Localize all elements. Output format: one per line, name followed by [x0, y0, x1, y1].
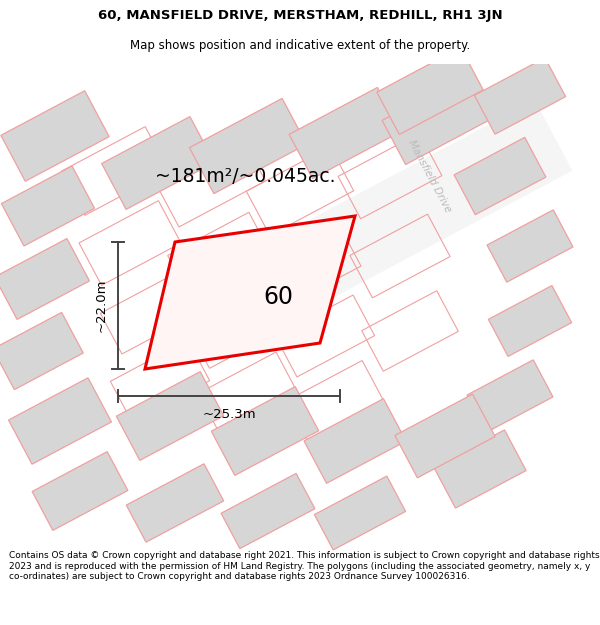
Polygon shape — [101, 117, 214, 209]
Text: ~25.3m: ~25.3m — [202, 408, 256, 421]
Text: Mansfield Drive: Mansfield Drive — [407, 138, 454, 214]
Polygon shape — [1, 166, 95, 246]
Polygon shape — [8, 378, 112, 464]
Text: ~22.0m: ~22.0m — [95, 279, 108, 332]
Polygon shape — [145, 216, 355, 369]
Polygon shape — [32, 452, 128, 531]
Text: ~181m²/~0.045ac.: ~181m²/~0.045ac. — [155, 166, 335, 186]
Text: Contains OS data © Crown copyright and database right 2021. This information is : Contains OS data © Crown copyright and d… — [9, 551, 599, 581]
Text: 60, MANSFIELD DRIVE, MERSTHAM, REDHILL, RH1 3JN: 60, MANSFIELD DRIVE, MERSTHAM, REDHILL, … — [98, 9, 502, 22]
Polygon shape — [454, 138, 546, 214]
Polygon shape — [190, 98, 307, 194]
Text: Map shows position and indicative extent of the property.: Map shows position and indicative extent… — [130, 39, 470, 52]
Polygon shape — [487, 210, 573, 282]
Polygon shape — [289, 88, 401, 179]
Polygon shape — [395, 394, 495, 478]
Polygon shape — [211, 387, 319, 476]
Polygon shape — [0, 239, 89, 319]
Polygon shape — [488, 286, 572, 356]
Polygon shape — [314, 476, 406, 550]
Polygon shape — [0, 312, 83, 389]
Polygon shape — [304, 399, 406, 483]
Polygon shape — [116, 372, 224, 461]
Polygon shape — [1, 91, 109, 181]
Polygon shape — [377, 48, 483, 134]
Polygon shape — [434, 430, 526, 508]
Polygon shape — [382, 74, 494, 164]
Polygon shape — [221, 473, 315, 549]
Polygon shape — [467, 360, 553, 432]
Polygon shape — [287, 100, 572, 302]
Polygon shape — [475, 58, 566, 134]
Text: 60: 60 — [264, 286, 294, 309]
Polygon shape — [126, 464, 224, 542]
